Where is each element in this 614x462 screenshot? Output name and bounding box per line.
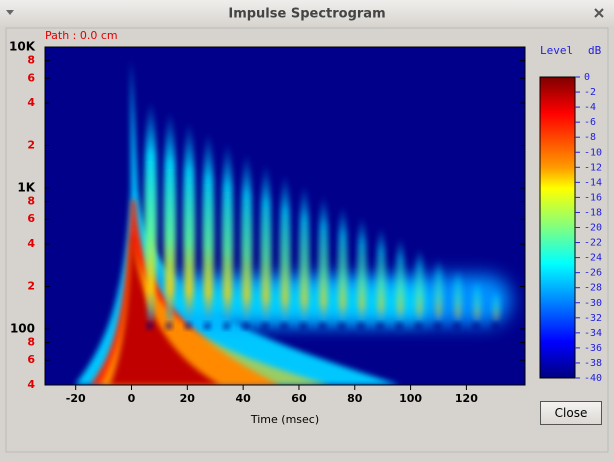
- harmonic-streak: [183, 121, 196, 322]
- notch: [434, 323, 441, 329]
- close-button[interactable]: Close: [540, 401, 602, 425]
- y-tick-label: 8: [27, 54, 35, 67]
- colorbar-tick-label: -16: [584, 192, 602, 203]
- harmonic-streak: [144, 100, 158, 322]
- colorbar-tick-label: -24: [584, 253, 602, 264]
- colorbar-tick-label: -2: [584, 87, 596, 98]
- harmonic-streak: [279, 174, 291, 322]
- harmonic-streak: [337, 205, 348, 322]
- harmonic-streak: [376, 226, 386, 322]
- harmonic-streak: [299, 184, 310, 322]
- colorbar-tick-label: -12: [584, 162, 602, 173]
- colorbar-tick-label: -40: [584, 373, 602, 384]
- harmonic-streak: [473, 279, 481, 322]
- harmonic-streak: [415, 247, 424, 322]
- y-tick-label: 2: [27, 279, 35, 292]
- y-tick-label: 1K: [17, 180, 35, 194]
- notch: [396, 323, 403, 329]
- colorbar-title: Level: [540, 44, 573, 57]
- x-tick-label: 40: [235, 392, 251, 405]
- notch: [415, 323, 422, 329]
- colorbar-tick-label: -34: [584, 328, 602, 339]
- colorbar-tick-label: -14: [584, 177, 602, 188]
- colorbar-unit: dB: [588, 44, 602, 57]
- x-tick-label: -20: [66, 392, 86, 405]
- harmonic-streak: [453, 268, 462, 322]
- window-title: Impulse Spectrogram: [228, 7, 385, 22]
- window-border: [5, 27, 609, 453]
- harmonic-streak: [163, 111, 177, 322]
- x-tick-label: 80: [347, 392, 363, 405]
- notch: [185, 323, 192, 329]
- notch: [357, 323, 364, 329]
- harmonic-streak: [202, 132, 215, 322]
- colorbar-tick-label: -22: [584, 238, 602, 249]
- notch: [377, 323, 384, 329]
- colorbar-tick-label: -20: [584, 223, 602, 234]
- y-tick-label: 6: [27, 353, 35, 366]
- harmonic-streak: [241, 153, 253, 322]
- y-tick-label: 2: [27, 139, 35, 152]
- notch: [146, 323, 153, 329]
- spectrogram: [45, 47, 525, 385]
- colorbar-tick-label: -8: [584, 132, 596, 143]
- y-tick-label: 4: [27, 96, 35, 109]
- harmonic-streak: [434, 258, 443, 322]
- notch: [338, 323, 345, 329]
- energy-peak: [110, 230, 220, 385]
- colorbar-tick-label: -30: [584, 298, 602, 309]
- colorbar-tick-label: -32: [584, 313, 602, 324]
- notch: [319, 323, 326, 329]
- x-axis-label: Time (msec): [250, 413, 319, 426]
- x-tick-label: 0: [128, 392, 136, 405]
- close-icon[interactable]: [594, 8, 604, 18]
- colorbar-tick-label: -6: [584, 117, 596, 128]
- harmonic-streak: [395, 237, 405, 322]
- notch: [453, 323, 460, 329]
- y-tick-label: 100: [10, 321, 35, 335]
- x-tick-label: 20: [180, 392, 196, 405]
- x-tick-label: 60: [291, 392, 307, 405]
- colorbar-tick-label: -4: [584, 102, 596, 113]
- colorbar-tick-label: -18: [584, 207, 602, 218]
- notch: [261, 323, 268, 329]
- notch: [300, 323, 307, 329]
- colorbar-tick-label: -10: [584, 147, 602, 158]
- harmonic-streak: [221, 142, 234, 322]
- y-tick-label: 4: [27, 237, 35, 250]
- plot-frame: [44, 46, 526, 386]
- title-bar: [0, 0, 614, 26]
- y-tick-label: 10K: [9, 40, 36, 54]
- x-tick-label: 100: [399, 392, 422, 405]
- y-tick-label: 6: [27, 212, 35, 225]
- notch: [242, 323, 249, 329]
- harmonic-streak: [260, 163, 272, 322]
- menu-icon[interactable]: [6, 10, 14, 15]
- y-tick-label: 8: [27, 336, 35, 349]
- harmonic-streak: [318, 195, 329, 322]
- harmonic-streak: [492, 289, 500, 322]
- colorbar-tick-label: 0: [584, 72, 590, 83]
- y-tick-label: 8: [27, 195, 35, 208]
- x-tick-label: 120: [455, 392, 478, 405]
- colorbar-tick-label: -26: [584, 268, 602, 279]
- colorbar: [539, 76, 576, 379]
- colorbar-tick-label: -28: [584, 283, 602, 294]
- path-label: Path : 0.0 cm: [45, 29, 118, 42]
- notch: [492, 323, 499, 329]
- notch: [204, 323, 211, 329]
- colorbar-tick-label: -36: [584, 343, 602, 354]
- harmonic-streak: [357, 216, 367, 322]
- y-tick-label: 4: [27, 378, 35, 391]
- notch: [165, 323, 172, 329]
- notch: [281, 323, 288, 329]
- notch: [473, 323, 480, 329]
- notch: [223, 323, 230, 329]
- y-tick-label: 6: [27, 71, 35, 84]
- colorbar-tick-label: -38: [584, 358, 602, 369]
